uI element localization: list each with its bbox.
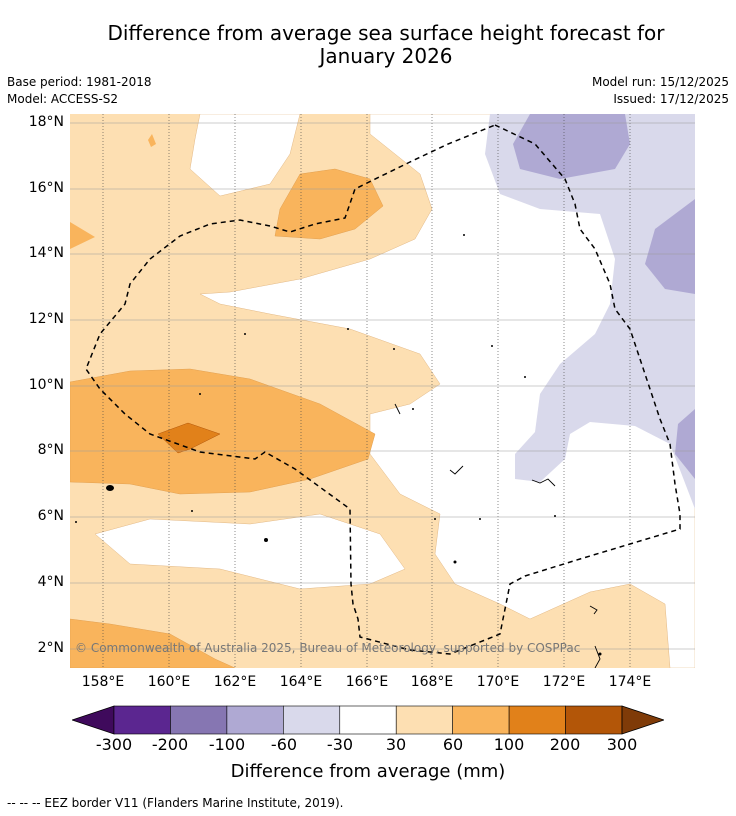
lat-label: 16°N <box>28 180 64 196</box>
island <box>554 515 556 517</box>
island <box>264 538 268 542</box>
base-period: Base period: 1981-2018 <box>7 75 152 89</box>
title-line-1: Difference from average sea surface heig… <box>107 21 665 45</box>
contour-orange-edge <box>70 222 95 249</box>
coastlines <box>394 403 601 668</box>
contour-lilac-east <box>485 114 695 509</box>
colorbar-swatch <box>565 705 623 735</box>
lon-label: 160°E <box>147 674 191 690</box>
contour-orange-north <box>274 168 384 240</box>
map-area <box>70 114 695 668</box>
colorbar <box>70 704 666 740</box>
colorbar-swatch <box>226 705 284 735</box>
lon-label: 162°E <box>213 674 257 690</box>
island <box>347 328 349 330</box>
island <box>453 560 457 564</box>
title-line-2: January 2026 <box>319 44 453 68</box>
coastline <box>589 605 598 615</box>
meta-left: Base period: 1981-2018 Model: ACCESS-S2 <box>7 74 152 108</box>
island <box>412 408 414 410</box>
island <box>463 234 465 236</box>
colorbar-tick: -200 <box>151 735 189 754</box>
lat-label: 8°N <box>37 442 64 458</box>
island <box>191 510 193 512</box>
lat-label: 6°N <box>37 508 64 524</box>
eez-border <box>85 124 681 655</box>
island <box>393 348 395 350</box>
island <box>479 518 481 520</box>
island <box>598 652 602 656</box>
lat-label: 12°N <box>28 311 64 327</box>
coastline <box>531 478 556 487</box>
lon-label: 172°E <box>542 674 586 690</box>
model-name: Model: ACCESS-S2 <box>7 92 119 106</box>
contour-orange-west <box>70 368 376 495</box>
colorbar-tick: 300 <box>606 735 638 754</box>
graticule-lat <box>70 122 695 650</box>
islands <box>75 234 602 656</box>
lon-label: 158°E <box>81 674 125 690</box>
colorbar-swatch <box>452 705 510 735</box>
colorbar-tick: -30 <box>326 735 354 754</box>
coastline <box>394 403 401 415</box>
chart-title: Difference from average sea surface heig… <box>0 22 736 68</box>
colorbar-swatch <box>170 705 228 735</box>
island <box>75 521 77 523</box>
contour-orange-southwest <box>70 618 236 668</box>
lon-label: 174°E <box>608 674 652 690</box>
colorbar-swatch <box>113 705 171 735</box>
colorbar-tick: -60 <box>270 735 298 754</box>
model-run: Model run: 15/12/2025 <box>591 75 729 89</box>
colorbar-svg <box>70 705 666 735</box>
contour-purple-southeast <box>675 409 695 479</box>
lat-label: 2°N <box>37 640 64 656</box>
issued-date: Issued: 17/12/2025 <box>613 92 729 106</box>
coastline <box>449 465 464 475</box>
lat-label: 18°N <box>28 114 64 130</box>
contour-orange-spot <box>148 134 156 147</box>
island <box>524 376 526 378</box>
contour-purple-north <box>513 114 630 179</box>
lat-label: 4°N <box>37 574 64 590</box>
island <box>199 393 201 395</box>
colorbar-swatch <box>395 705 453 735</box>
colorbar-tick: 100 <box>493 735 525 754</box>
island <box>434 518 436 520</box>
colorbar-tick: 60 <box>442 735 464 754</box>
colorbar-title: Difference from average (mm) <box>230 761 506 782</box>
map-svg <box>70 114 695 668</box>
lon-label: 166°E <box>345 674 389 690</box>
meta-right: Model run: 15/12/2025 Issued: 17/12/2025 <box>592 74 729 108</box>
coastline <box>594 645 601 668</box>
contour-darkorange-patch <box>157 422 221 454</box>
colorbar-swatch <box>283 705 341 735</box>
lon-label: 170°E <box>476 674 520 690</box>
colorbar-tick: 30 <box>385 735 407 754</box>
colorbar-extend-high <box>621 705 666 735</box>
contour-neutral-east <box>199 114 695 668</box>
colorbar-swatch <box>508 705 566 735</box>
colorbar-extend-low <box>70 705 115 735</box>
colorbar-swatch <box>339 705 397 735</box>
colorbar-tick: 200 <box>549 735 581 754</box>
island <box>244 333 246 335</box>
contour-neutral-south <box>94 513 406 590</box>
island <box>491 345 493 347</box>
colorbar-tick: -100 <box>208 735 246 754</box>
contour-neutral-north <box>189 114 301 197</box>
lon-label: 164°E <box>279 674 323 690</box>
lat-label: 10°N <box>28 377 64 393</box>
copyright-notice: © Commonwealth of Australia 2025, Bureau… <box>75 641 581 655</box>
island <box>106 485 114 491</box>
contour-purple-east <box>645 199 695 294</box>
lon-label: 168°E <box>410 674 454 690</box>
colorbar-tick: -300 <box>95 735 133 754</box>
lat-label: 14°N <box>28 245 64 261</box>
eez-legend: -- -- -- EEZ border V11 (Flanders Marine… <box>7 796 344 810</box>
